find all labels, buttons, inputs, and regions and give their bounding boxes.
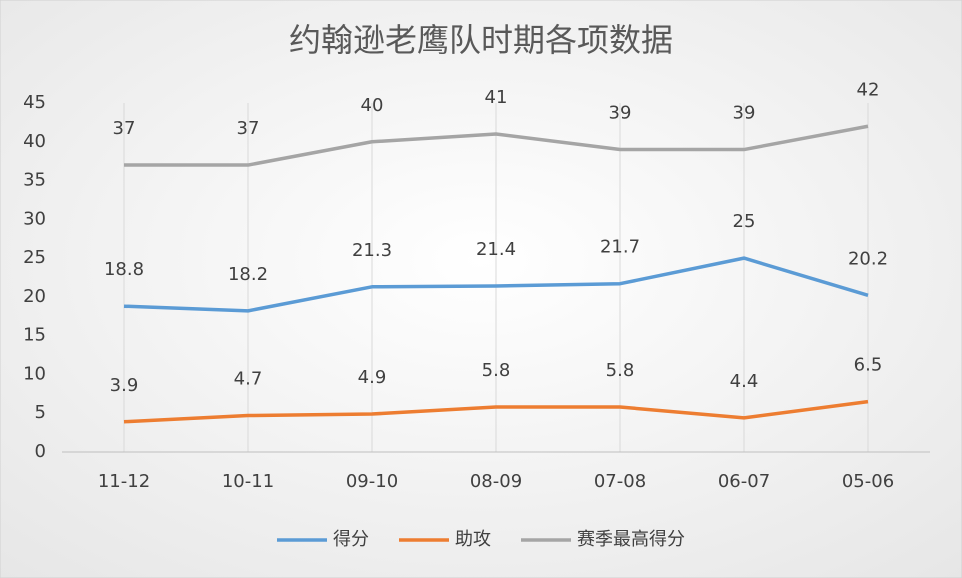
y-tick-label: 40	[23, 131, 46, 152]
data-label: 4.9	[358, 367, 387, 388]
legend-label: 赛季最高得分	[577, 529, 685, 550]
data-label: 20.2	[848, 248, 888, 269]
x-tick-label: 09-10	[346, 471, 398, 492]
y-tick-label: 10	[23, 363, 46, 384]
legend-label: 得分	[333, 529, 369, 550]
data-label: 40	[361, 95, 384, 116]
y-tick-label: 35	[23, 170, 46, 191]
line	[124, 124, 869, 167]
y-tick-label: 30	[23, 208, 46, 229]
data-label: 4.4	[730, 371, 759, 392]
y-tick-label: 0	[35, 441, 46, 462]
x-tick-label: 07-08	[594, 471, 646, 492]
data-label: 39	[609, 103, 632, 124]
y-tick-label: 45	[23, 92, 46, 113]
data-label: 42	[857, 79, 880, 100]
data-label: 41	[485, 87, 508, 108]
data-label: 21.3	[352, 240, 392, 261]
x-tick-label: 11-12	[98, 471, 150, 492]
line	[123, 256, 869, 313]
x-tick-label: 05-06	[842, 471, 894, 492]
y-tick-label: 5	[35, 402, 46, 423]
data-label: 5.8	[606, 360, 635, 381]
data-label: 5.8	[482, 360, 511, 381]
x-tick-label: 10-11	[222, 471, 274, 492]
line	[123, 399, 869, 424]
x-tick-label: 06-07	[718, 471, 770, 492]
legend-label: 助攻	[455, 529, 491, 550]
data-label: 6.5	[854, 355, 883, 376]
y-tick-label: 15	[23, 325, 46, 346]
data-label: 18.2	[228, 264, 268, 285]
data-label: 3.9	[110, 375, 139, 396]
data-label: 25	[733, 211, 756, 232]
data-label: 37	[237, 118, 260, 139]
y-tick-label: 25	[23, 247, 46, 268]
data-label: 39	[733, 103, 756, 124]
x-tick-label: 08-09	[470, 471, 522, 492]
data-label: 21.4	[476, 239, 516, 260]
chart-title: 约翰逊老鹰队时期各项数据	[289, 21, 673, 59]
y-tick-label: 20	[23, 286, 46, 307]
data-label: 37	[113, 118, 136, 139]
data-label: 21.7	[600, 237, 640, 258]
data-label: 4.7	[234, 369, 263, 390]
data-label: 18.8	[104, 259, 144, 280]
